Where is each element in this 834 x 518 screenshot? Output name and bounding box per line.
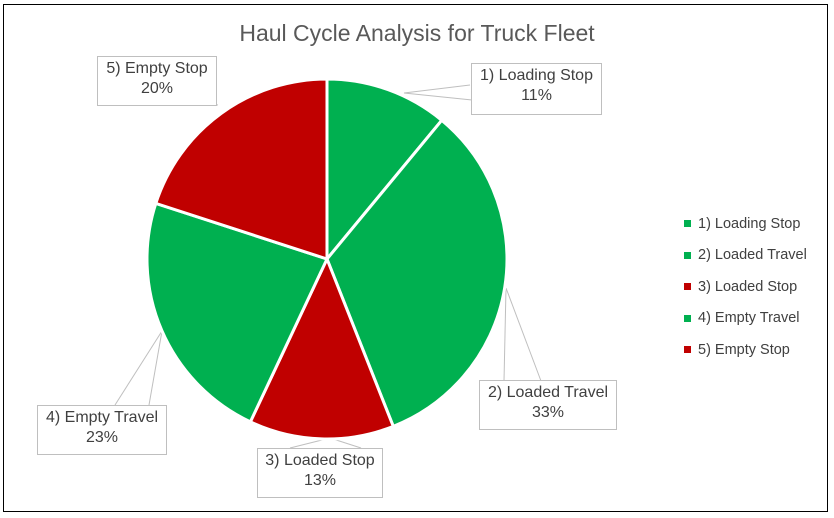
- legend-swatch-icon: [684, 346, 691, 354]
- data-label-4: 4) Empty Travel 23%: [37, 405, 167, 455]
- pie-slice-5[interactable]: [153, 77, 329, 262]
- legend-label: 5) Empty Stop: [698, 341, 790, 358]
- data-label-3-name: 3) Loaded Stop: [265, 452, 375, 469]
- chart-title: Haul Cycle Analysis for Truck Fleet: [239, 20, 595, 46]
- data-label-5-name: 5) Empty Stop: [106, 60, 208, 77]
- legend-label: 1) Loading Stop: [698, 215, 801, 232]
- legend-swatch-icon: [684, 314, 691, 322]
- leader-line-2b: [503, 287, 507, 382]
- legend-item-empty-travel[interactable]: 4) Empty Travel: [684, 303, 807, 335]
- pie-slice-3[interactable]: [248, 255, 396, 441]
- leader-line-4b: [148, 330, 163, 406]
- legend-item-empty-stop[interactable]: 5) Empty Stop: [684, 334, 807, 366]
- legend-item-loading-stop[interactable]: 1) Loading Stop: [684, 208, 807, 240]
- data-label-1-name: 1) Loading Stop: [480, 67, 593, 84]
- data-label-2: 2) Loaded Travel 33%: [479, 380, 617, 430]
- data-label-1-pct: 11%: [521, 87, 552, 104]
- data-label-4-name: 4) Empty Travel: [45, 409, 159, 426]
- data-label-5: 5) Empty Stop 20%: [97, 56, 217, 106]
- legend: 1) Loading Stop 2) Loaded Travel 3) Load…: [684, 208, 807, 366]
- legend-label: 3) Loaded Stop: [698, 278, 798, 295]
- leader-line-4: [114, 330, 163, 406]
- pie-slice-4[interactable]: [145, 201, 330, 424]
- leader-line-1: [403, 92, 473, 101]
- legend-swatch-icon: [684, 251, 691, 259]
- legend-label: 4) Empty Travel: [698, 310, 800, 327]
- leader-line-1b: [403, 84, 471, 94]
- leader-line-2: [505, 287, 542, 382]
- pie-slice-2[interactable]: [325, 118, 509, 429]
- legend-label: 2) Loaded Travel: [698, 247, 807, 264]
- data-label-3-pct: 13%: [303, 472, 337, 489]
- pie-slice-1[interactable]: [325, 77, 444, 264]
- legend-swatch-icon: [684, 283, 691, 291]
- legend-swatch-icon: [684, 220, 691, 228]
- data-label-2-name: 2) Loaded Travel: [487, 384, 609, 401]
- legend-item-loaded-stop[interactable]: 3) Loaded Stop: [684, 271, 807, 303]
- data-label-4-pct: 23%: [85, 429, 119, 446]
- data-label-1: 1) Loading Stop 11%: [471, 63, 602, 115]
- data-label-2-pct: 33%: [531, 404, 565, 421]
- data-label-3: 3) Loaded Stop 13%: [257, 448, 383, 498]
- data-label-5-pct: 20%: [140, 80, 174, 97]
- legend-item-loaded-travel[interactable]: 2) Loaded Travel: [684, 240, 807, 272]
